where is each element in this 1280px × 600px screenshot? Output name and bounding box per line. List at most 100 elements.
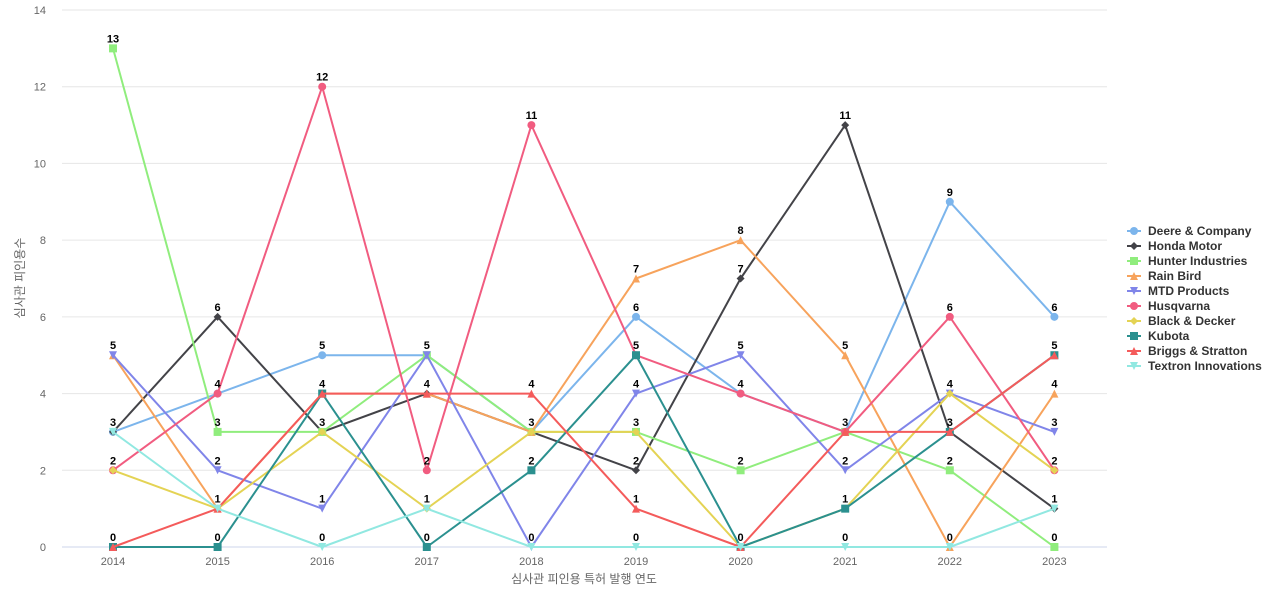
data-label: 9: [947, 187, 953, 199]
data-point: [422, 466, 431, 475]
data-point: [1050, 351, 1059, 360]
data-label: 3: [1051, 417, 1057, 429]
legend-item-briggs-and-stratton[interactable]: Briggs & Stratton: [1127, 344, 1247, 358]
data-point: [1050, 312, 1059, 321]
legend-label: Textron Innovations: [1148, 359, 1262, 373]
data-label: 5: [319, 340, 325, 352]
data-label: 1: [319, 494, 325, 506]
data-point: [318, 543, 327, 551]
series-line: [112, 354, 1055, 548]
legend-item-black-and-decker[interactable]: Black & Decker: [1127, 314, 1236, 328]
y-tick-label: 14: [34, 5, 46, 17]
data-label: 6: [215, 302, 221, 314]
legend-marker: [1130, 362, 1138, 370]
legend-label: Rain Bird: [1148, 269, 1201, 283]
legend-label: Deere & Company: [1148, 224, 1252, 238]
data-point: [736, 351, 745, 360]
data-label: 11: [839, 110, 851, 122]
data-point: [318, 389, 327, 398]
data-point: [422, 543, 431, 551]
data-point: [632, 543, 640, 551]
data-point: [945, 543, 954, 551]
data-label: 7: [633, 264, 639, 276]
data-point: [527, 427, 536, 436]
data-point: [109, 466, 117, 475]
series-hunter-industries: [109, 44, 1059, 551]
data-label: 0: [424, 532, 430, 544]
data-point: [736, 236, 745, 245]
data-label: 2: [110, 455, 116, 467]
data-label: 6: [633, 302, 639, 314]
y-tick-label: 6: [40, 312, 46, 324]
x-tick-label: 2021: [833, 556, 857, 568]
y-tick-label: 12: [34, 82, 46, 94]
data-label: 3: [110, 417, 116, 429]
data-label: 6: [947, 302, 953, 314]
legend-label: Briggs & Stratton: [1148, 344, 1247, 358]
legend-item-deere-and-company[interactable]: Deere & Company: [1127, 224, 1252, 238]
legend-marker: [1130, 227, 1138, 235]
legend-item-textron-innovations[interactable]: Textron Innovations: [1127, 359, 1262, 373]
data-point: [1050, 427, 1059, 436]
data-label: 3: [215, 417, 221, 429]
data-point: [1050, 543, 1059, 551]
data-label: 5: [633, 340, 639, 352]
y-tick-label: 0: [40, 542, 46, 554]
data-point: [109, 543, 117, 551]
x-tick-label: 2020: [728, 556, 752, 568]
data-point: [213, 389, 222, 398]
data-label: 12: [316, 72, 328, 84]
data-point: [945, 312, 954, 321]
legend-item-rain-bird[interactable]: Rain Bird: [1127, 269, 1201, 283]
data-label: 5: [842, 340, 848, 352]
data-label: 5: [1051, 340, 1057, 352]
data-label: 11: [526, 110, 538, 122]
data-point: [213, 466, 222, 475]
x-axis-ticks: 2014 2015 2016 2017 2018 2019 2020 2021 2022 2023: [101, 556, 1067, 568]
data-label: 4: [738, 379, 745, 391]
data-point: [945, 389, 954, 398]
legend-label: MTD Products: [1148, 284, 1230, 298]
legend-item-kubota[interactable]: Kubota: [1127, 329, 1190, 343]
series-line: [112, 48, 1055, 548]
data-label: 2: [738, 455, 744, 467]
data-point: [841, 504, 850, 513]
data-label: 2: [215, 455, 221, 467]
data-point: [1050, 504, 1059, 513]
legend-marker: [1130, 317, 1138, 325]
data-point: [841, 121, 850, 130]
data-point: [318, 427, 327, 436]
legend-marker: [1130, 272, 1138, 280]
data-label: 13: [107, 33, 119, 45]
legend-item-honda-motor[interactable]: Honda Motor: [1127, 239, 1222, 253]
data-point: [318, 351, 327, 360]
data-point: [527, 121, 536, 130]
y-tick-label: 2: [40, 465, 46, 477]
data-point: [945, 466, 954, 475]
data-point: [736, 543, 745, 551]
data-label: 4: [633, 379, 640, 391]
data-label: 0: [738, 532, 744, 544]
data-point: [109, 351, 117, 360]
legend-item-hunter-industries[interactable]: Hunter Industries: [1127, 254, 1248, 268]
data-point: [632, 427, 640, 436]
x-axis-title: 심사관 피인용 특허 발행 연도: [511, 571, 657, 586]
legend-label: Kubota: [1148, 329, 1190, 343]
series-textron-innovations: [109, 427, 1059, 551]
legend-item-husqvarna[interactable]: Husqvarna: [1127, 299, 1210, 313]
x-tick-label: 2019: [624, 556, 648, 568]
legend-item-mtd-products[interactable]: MTD Products: [1127, 284, 1230, 298]
data-point: [632, 504, 640, 513]
data-label: 0: [319, 532, 325, 544]
data-point: [841, 543, 850, 551]
data-point: [632, 389, 640, 398]
data-point: [527, 466, 536, 475]
data-point: [736, 274, 745, 283]
series-briggs-and-stratton: [109, 351, 1059, 551]
data-point: [213, 427, 222, 436]
legend-label: Black & Decker: [1148, 314, 1236, 328]
data-label: 3: [842, 417, 848, 429]
legend-marker: [1130, 287, 1138, 295]
data-label: 3: [947, 417, 953, 429]
